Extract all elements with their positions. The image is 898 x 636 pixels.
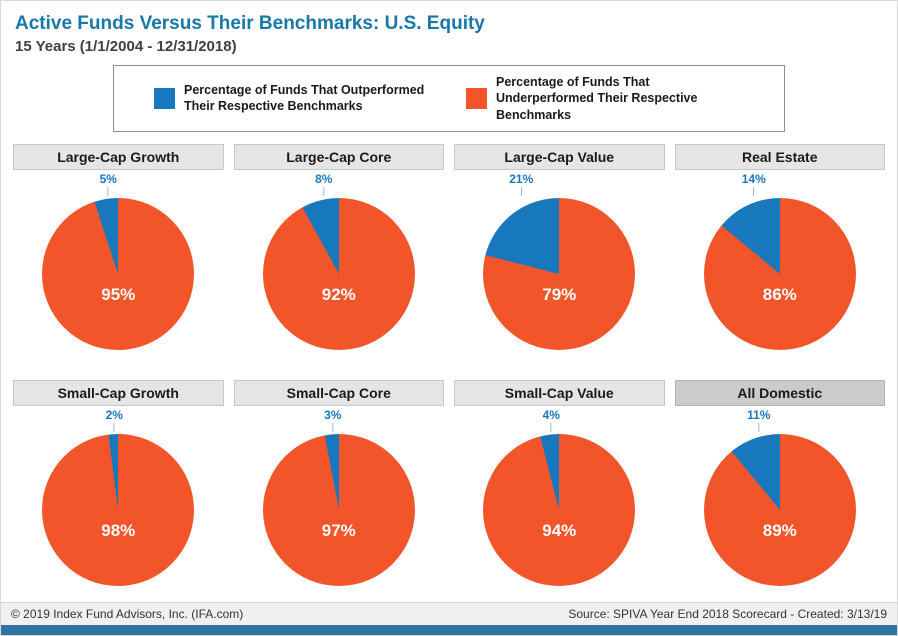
pie-area: 4% 94% [454, 406, 665, 602]
pie-chart: 94% [483, 433, 636, 586]
brand-bar [1, 625, 897, 635]
outperformed-value: 3% [324, 407, 342, 422]
footer-strip: © 2019 Index Fund Advisors, Inc. (IFA.co… [1, 602, 897, 625]
pie-area: 11% 89% [675, 406, 886, 602]
pie-chart: 98% [42, 433, 195, 586]
charts-grid: Large-Cap Growth 5% 95% Large-Cap Core 8… [1, 132, 897, 602]
pie-chart: 86% [703, 197, 856, 350]
leader-line [758, 422, 760, 432]
footer: © 2019 Index Fund Advisors, Inc. (IFA.co… [1, 602, 897, 635]
outperformed-swatch-icon [154, 87, 175, 109]
outperformed-data-label: 5% [99, 171, 117, 196]
underperformed-value: 89% [762, 521, 797, 541]
outperformed-value: 21% [509, 171, 534, 186]
legend-item-outperformed: Percentage of Funds That Outperformed Th… [154, 82, 432, 115]
outperformed-value: 2% [105, 407, 123, 422]
outperformed-value: 11% [747, 407, 771, 422]
legend: Percentage of Funds That Outperformed Th… [113, 65, 785, 132]
underperformed-value: 98% [101, 521, 136, 541]
outperformed-value: 4% [542, 407, 560, 422]
chart-title: Real Estate [674, 143, 885, 170]
chart-cell-real-estate: Real Estate 14% 86% [674, 143, 886, 366]
legend-item-underperformed: Percentage of Funds That Underperformed … [466, 74, 744, 123]
chart-title: Large-Cap Value [454, 143, 665, 170]
copyright-text: © 2019 Index Fund Advisors, Inc. (IFA.co… [11, 607, 244, 621]
outperformed-data-label: 21% [509, 171, 534, 196]
outperformed-data-label: 3% [324, 407, 342, 432]
outperformed-data-label: 11% [747, 407, 771, 432]
pie-chart: 97% [262, 433, 415, 586]
pie-area: 2% 98% [13, 406, 224, 602]
chart-title: All Domestic [674, 379, 885, 406]
page-subtitle: 15 Years (1/1/2004 - 12/31/2018) [15, 38, 237, 55]
pie-area: 8% 92% [234, 170, 445, 366]
chart-cell-small-cap-core: Small-Cap Core 3% 97% [233, 379, 445, 602]
chart-title: Small-Cap Core [233, 379, 444, 406]
chart-cell-large-cap-core: Large-Cap Core 8% 92% [233, 143, 445, 366]
pie-chart: 79% [483, 197, 636, 350]
underperformed-value: 95% [101, 285, 136, 305]
outperformed-value: 5% [99, 171, 117, 186]
legend-underperformed-label: Percentage of Funds That Underperformed … [496, 75, 698, 122]
pie-area: 14% 86% [675, 170, 886, 366]
chart-title: Small-Cap Growth [13, 379, 224, 406]
leader-line [323, 186, 325, 196]
leader-line [520, 186, 522, 196]
outperformed-data-label: 14% [741, 171, 766, 196]
leader-line [107, 186, 109, 196]
chart-cell-small-cap-growth: Small-Cap Growth 2% 98% [13, 379, 224, 602]
pie-chart: 95% [42, 197, 195, 350]
pie-area: 5% 95% [13, 170, 224, 366]
chart-cell-small-cap-value: Small-Cap Value 4% 94% [454, 379, 665, 602]
outperformed-value: 8% [315, 171, 333, 186]
source-text: Source: SPIVA Year End 2018 Scorecard - … [568, 607, 887, 621]
leader-line [332, 422, 334, 432]
outperformed-data-label: 4% [542, 407, 560, 432]
chart-title: Large-Cap Growth [13, 143, 224, 170]
pie-chart: 92% [262, 197, 415, 350]
chart-cell-large-cap-growth: Large-Cap Growth 5% 95% [13, 143, 224, 366]
chart-cell-all-domestic: All Domestic 11% 89% [674, 379, 886, 602]
underperformed-swatch-icon [466, 87, 487, 109]
outperformed-data-label: 8% [315, 171, 333, 196]
underperformed-value: 92% [321, 285, 356, 305]
pie-chart: 89% [703, 433, 856, 586]
underperformed-value: 97% [321, 521, 356, 541]
chart-cell-large-cap-value: Large-Cap Value 21% 79% [454, 143, 665, 366]
outperformed-value: 14% [741, 171, 766, 186]
underperformed-value: 79% [542, 285, 577, 305]
chart-title: Large-Cap Core [233, 143, 444, 170]
leader-line [550, 422, 552, 432]
chart-title: Small-Cap Value [454, 379, 665, 406]
pie-area: 21% 79% [454, 170, 665, 366]
outperformed-data-label: 2% [105, 407, 123, 432]
underperformed-value: 86% [762, 285, 797, 305]
pie-area: 3% 97% [234, 406, 445, 602]
leader-line [113, 422, 115, 432]
page-title: Active Funds Versus Their Benchmarks: U.… [15, 13, 485, 34]
leader-line [753, 186, 755, 196]
underperformed-value: 94% [542, 521, 577, 541]
legend-outperformed-label: Percentage of Funds That Outperformed Th… [184, 83, 425, 114]
